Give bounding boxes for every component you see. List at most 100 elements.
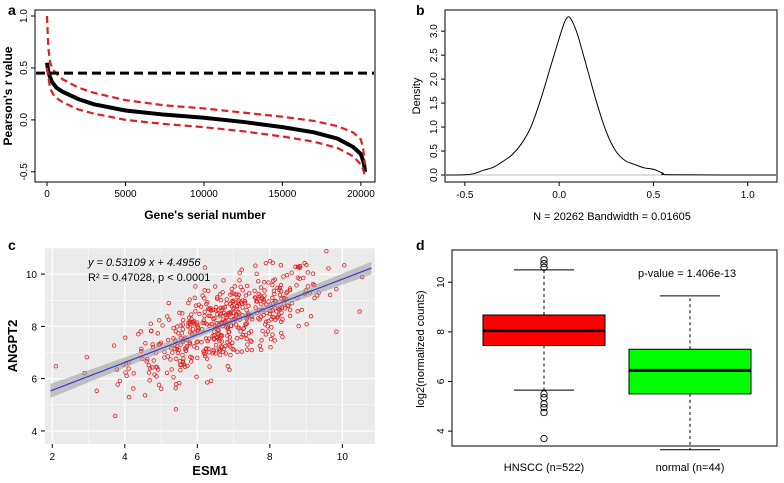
- y-tick-label: 0.5: [19, 61, 30, 75]
- scatter-point: [156, 382, 162, 388]
- scatter-point: [266, 280, 271, 285]
- scatter-point: [190, 319, 195, 324]
- scatter-point: [295, 309, 300, 314]
- scatter-point: [238, 284, 243, 290]
- scatter-point: [249, 347, 255, 353]
- scatter-point: [175, 324, 180, 329]
- series-group-a: [45, 15, 367, 178]
- scatter-point: [173, 407, 179, 412]
- scatter-point: [229, 286, 235, 292]
- scatter-point: [173, 356, 179, 362]
- scatter-point: [217, 313, 223, 319]
- scatter-points-c: [53, 248, 365, 419]
- scatter-point: [175, 350, 181, 356]
- scatter-point: [192, 344, 197, 349]
- scatter-point: [195, 355, 200, 361]
- scatter-point: [207, 364, 212, 369]
- y-tick-label: 1.0: [19, 9, 30, 23]
- scatter-point: [177, 380, 182, 386]
- scatter-point: [299, 307, 304, 313]
- y-axis-ticks-a: -0.5 0.0 0.5 1.0: [19, 9, 35, 180]
- scatter-point: [205, 380, 210, 385]
- scatter-point: [228, 352, 233, 358]
- scatter-point: [221, 278, 226, 283]
- scatter-point: [187, 315, 192, 320]
- scatter-point: [173, 329, 178, 334]
- scatter-point: [234, 292, 239, 297]
- y-tick-label: 1.0: [429, 120, 440, 134]
- scatter-point: [219, 333, 225, 338]
- scatter-point: [230, 340, 235, 346]
- scatter-point: [234, 336, 240, 341]
- scatter-point: [202, 288, 207, 293]
- scatter-point: [226, 342, 232, 348]
- scatter-point: [258, 285, 264, 290]
- y-tick-label: 8: [31, 322, 37, 333]
- y-axis-ticks-d: 4 6 8 10: [436, 276, 452, 434]
- scatter-point: [206, 346, 211, 352]
- y-tick-label: 0.5: [429, 144, 440, 158]
- y-axis-title-b: Density: [411, 77, 423, 114]
- regression-line: [50, 267, 372, 392]
- scatter-point: [252, 288, 257, 294]
- scatter-point: [223, 312, 229, 318]
- scatter-point: [268, 345, 273, 350]
- scatter-point: [180, 317, 186, 323]
- scatter-point: [203, 346, 209, 352]
- x-tick-label: 20000: [347, 189, 375, 200]
- scatter-point: [295, 275, 301, 280]
- scatter-point: [197, 311, 202, 317]
- scatter-point: [205, 300, 210, 305]
- scatter-point: [139, 346, 144, 352]
- scatter-point: [276, 314, 281, 319]
- scatter-point: [237, 270, 242, 275]
- scatter-point: [142, 393, 148, 398]
- scatter-point: [270, 332, 275, 337]
- y-tick-label: 6: [436, 378, 447, 384]
- scatter-point: [268, 336, 274, 342]
- scatter-point: [294, 283, 299, 288]
- scatter-point: [164, 370, 170, 375]
- y-axis-title-d: log2(normalized counts): [415, 290, 427, 407]
- scatter-point: [220, 349, 226, 355]
- scatter-point: [275, 285, 280, 291]
- scatter-point: [227, 367, 232, 373]
- scatter-point: [208, 378, 214, 384]
- p-value-annotation: p-value = 1.406e-13: [638, 268, 736, 280]
- scatter-point: [257, 343, 263, 348]
- scatter-point: [284, 272, 290, 278]
- scatter-point: [171, 375, 176, 380]
- outlier-point: [540, 400, 548, 408]
- y-tick-label: 6: [31, 375, 37, 386]
- scatter-point: [256, 316, 261, 321]
- scatter-point: [263, 260, 269, 266]
- scatter-point: [169, 367, 174, 372]
- scatter-point: [257, 317, 262, 322]
- x-tick-label: 15000: [269, 189, 297, 200]
- series-group-b: [445, 16, 777, 176]
- y-tick-label: 0.0: [429, 168, 440, 182]
- scatter-point: [154, 374, 159, 379]
- scatter-point: [244, 336, 249, 342]
- scatter-point: [208, 307, 214, 312]
- scatter-point: [301, 275, 306, 281]
- scatter-point: [211, 336, 216, 341]
- scatter-point: [186, 301, 191, 306]
- scatter-point: [213, 342, 219, 348]
- scatter-point: [199, 340, 204, 345]
- scatter-point: [248, 329, 254, 334]
- scatter-point: [312, 295, 317, 301]
- scatter-point: [184, 345, 189, 350]
- scatter-point: [244, 347, 250, 352]
- scatter-point: [126, 394, 132, 400]
- scatter-point: [202, 320, 207, 326]
- x-tick-label: 0.5: [646, 190, 660, 201]
- outlier-point: [540, 408, 548, 417]
- scatter-point: [194, 322, 200, 327]
- scatter-point: [334, 329, 339, 334]
- scatter-point: [236, 325, 242, 331]
- scatter-point: [165, 314, 170, 319]
- scatter-point: [206, 336, 212, 341]
- y-tick-label: 3.0: [429, 24, 440, 38]
